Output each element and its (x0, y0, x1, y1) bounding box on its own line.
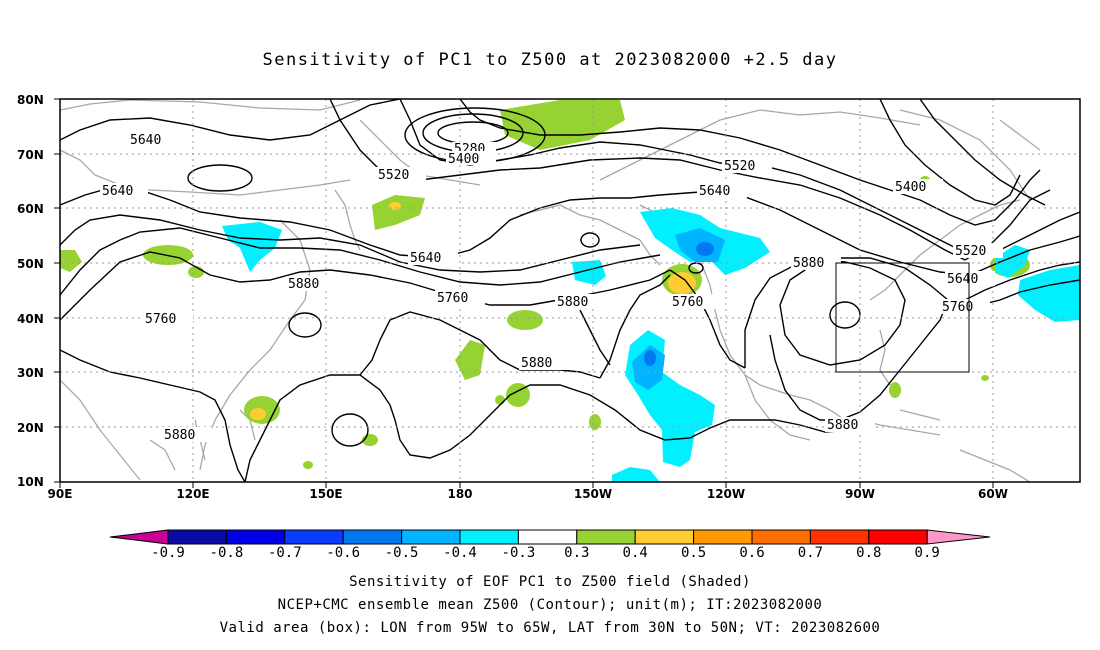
shade-positive (506, 383, 530, 407)
lat-tick-label: 40N (17, 312, 44, 326)
shade-negative (696, 242, 714, 256)
contour-labels: 5640 5280 5400 5520 5640 5520 5400 5640 … (100, 131, 1003, 443)
contour-label: 5760 (145, 312, 176, 327)
lat-tick-label: 10N (17, 475, 44, 489)
lon-tick-label: 90W (845, 487, 875, 501)
contour-label: 5640 (947, 272, 978, 287)
colorbar-label: 0.6 (739, 545, 764, 561)
colorbar-swatch (225, 529, 286, 545)
colorbar: -0.9 -0.8 -0.7 -0.6 -0.5 -0.4 -0.3 0.3 0.4 0.5 0.6… (109, 529, 991, 561)
colorbar-swatch (459, 529, 519, 545)
shade-negative (222, 222, 282, 272)
contour-label: 5880 (521, 356, 552, 371)
contour-label: 5520 (378, 168, 409, 183)
contour-label: 5400 (448, 152, 479, 167)
contour-label: 5880 (827, 418, 858, 433)
contour-label: 5520 (955, 244, 986, 259)
lon-tick-label: 90E (48, 487, 73, 501)
shade-positive (589, 414, 601, 430)
shade-positive (495, 395, 505, 405)
map-frame (59, 98, 1081, 483)
colorbar-label: -0.9 (151, 545, 185, 561)
colorbar-swatch (401, 529, 461, 545)
sensitivity-shading (60, 100, 1080, 482)
colorbar-swatch (809, 529, 870, 545)
colorbar-swatch (284, 529, 344, 545)
caption-contour: NCEP+CMC ensemble mean Z500 (Contour); u… (277, 597, 823, 613)
contour-label: 5880 (164, 428, 195, 443)
caption-shading: Sensitivity of EOF PC1 to Z500 field (Sh… (349, 574, 751, 590)
contour-label: 5760 (942, 300, 973, 315)
shade-positive (981, 375, 989, 381)
contour-label: 5640 (410, 251, 441, 266)
colorbar-label: -0.8 (210, 545, 244, 561)
lat-axis: 80N 70N 60N 50N 40N 30N 20N 10N (17, 93, 60, 489)
contour-label: 5880 (793, 256, 824, 271)
shade-positive (389, 202, 401, 210)
colorbar-high-end (926, 529, 991, 545)
shade-positive (372, 195, 425, 230)
colorbar-label: -0.3 (502, 545, 536, 561)
contour-label: 5520 (724, 159, 755, 174)
lon-tick-label: 150E (309, 487, 342, 501)
shade-positive (250, 408, 266, 420)
colorbar-swatch (342, 529, 403, 545)
colorbar-swatch (868, 529, 928, 545)
lon-tick-label: 150W (574, 487, 612, 501)
caption-valid-area: Valid area (box): LON from 95W to 65W, L… (219, 620, 881, 636)
colorbar-swatch (693, 529, 753, 545)
colorbar-label: 0.5 (681, 545, 706, 561)
lat-tick-label: 30N (17, 366, 44, 380)
valid-area-box (835, 262, 970, 373)
colorbar-label: 0.3 (564, 545, 589, 561)
colorbar-label: 0.9 (915, 545, 940, 561)
map-title: Sensitivity of PC1 to Z500 at 2023082000… (262, 50, 838, 70)
shade-negative (632, 345, 665, 390)
colorbar-swatch (517, 529, 578, 545)
colorbar-swatch (167, 529, 227, 545)
lon-tick-label: 60W (978, 487, 1008, 501)
shade-positive (500, 100, 625, 150)
colorbar-swatch (751, 529, 811, 545)
colorbar-label: 0.8 (856, 545, 881, 561)
shade-positive (889, 382, 901, 398)
shade-positive (455, 340, 485, 380)
colorbar-label: -0.6 (326, 545, 360, 561)
contour-label: 5400 (895, 180, 926, 195)
shade-positive (507, 310, 543, 330)
shade-positive (60, 250, 82, 272)
lat-tick-label: 20N (17, 421, 44, 435)
colorbar-swatch (634, 529, 695, 545)
contour-label: 5760 (437, 291, 468, 306)
lon-tick-label: 120W (707, 487, 745, 501)
shade-negative (644, 350, 656, 366)
shade-negative (612, 467, 660, 482)
contour-label: 5760 (672, 295, 703, 310)
contour-label: 5880 (288, 277, 319, 292)
lon-tick-label: 180 (447, 487, 472, 501)
lat-tick-label: 50N (17, 257, 44, 271)
lat-tick-label: 60N (17, 202, 44, 216)
shade-negative (572, 260, 606, 285)
lon-axis: 90E 120E 150E 180 150W 120W 90W 60W (48, 482, 1008, 501)
graticule (60, 99, 1080, 482)
contour-label: 5880 (557, 295, 588, 310)
colorbar-label: -0.7 (268, 545, 302, 561)
lat-tick-label: 80N (17, 93, 44, 107)
colorbar-label: 0.7 (798, 545, 823, 561)
colorbar-label: -0.4 (443, 545, 477, 561)
shade-negative (1018, 265, 1080, 322)
contour-label: 5640 (699, 184, 730, 199)
colorbar-label: -0.5 (385, 545, 419, 561)
lon-tick-label: 120E (176, 487, 209, 501)
contour-label: 5640 (130, 133, 161, 148)
contour-label: 5640 (102, 184, 133, 199)
colorbar-swatch (576, 529, 636, 545)
colorbar-low-end (109, 529, 169, 545)
lat-tick-label: 70N (17, 148, 44, 162)
shade-positive (668, 272, 696, 294)
shade-positive (303, 461, 313, 469)
colorbar-label: 0.4 (623, 545, 648, 561)
